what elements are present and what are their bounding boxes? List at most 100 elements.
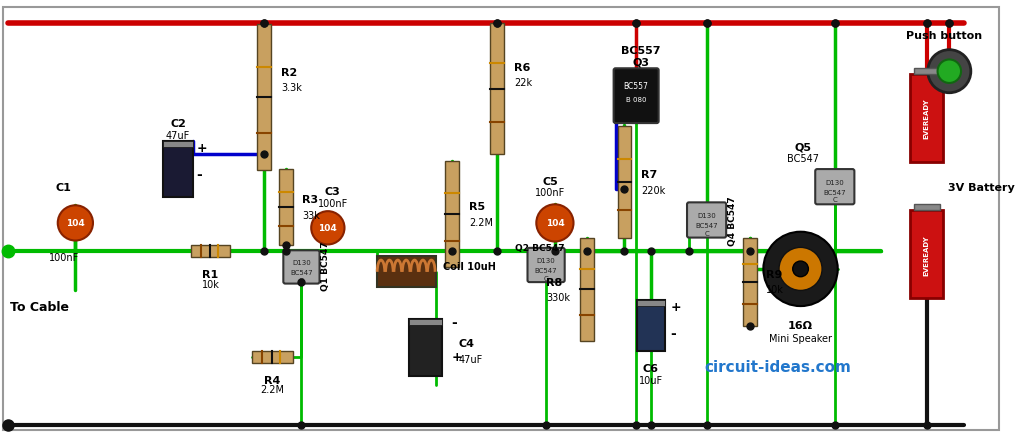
Text: +: +: [452, 351, 462, 364]
Bar: [914, 69, 940, 75]
Bar: [257, 25, 271, 170]
Bar: [581, 239, 594, 341]
FancyBboxPatch shape: [527, 248, 564, 283]
Text: BC547: BC547: [695, 223, 718, 228]
Text: R9: R9: [766, 269, 782, 279]
Bar: [409, 319, 442, 376]
Text: R3: R3: [302, 195, 318, 205]
Text: 2.2M: 2.2M: [260, 385, 284, 395]
Bar: [914, 205, 940, 211]
FancyBboxPatch shape: [687, 203, 726, 238]
Text: 47uF: 47uF: [166, 131, 190, 141]
FancyBboxPatch shape: [613, 69, 658, 124]
Text: 3V Battery: 3V Battery: [948, 182, 1015, 192]
Text: Push button: Push button: [906, 31, 982, 41]
Text: 220k: 220k: [641, 185, 666, 195]
Text: D130: D130: [825, 180, 844, 185]
Bar: [617, 126, 631, 239]
Bar: [742, 238, 757, 326]
Text: 104: 104: [546, 219, 564, 228]
Text: To Cable: To Cable: [10, 300, 69, 314]
Circle shape: [938, 60, 962, 84]
Text: 3.3k: 3.3k: [281, 83, 302, 93]
Text: C1: C1: [55, 182, 72, 192]
Text: EVEREADY: EVEREADY: [924, 234, 930, 275]
Text: 33k: 33k: [302, 211, 321, 221]
Text: EVEREADY: EVEREADY: [924, 99, 930, 139]
Text: 10uF: 10uF: [639, 375, 663, 385]
Text: Q1 BC547: Q1 BC547: [321, 240, 330, 290]
Bar: [252, 351, 293, 363]
Text: BC557: BC557: [622, 46, 660, 56]
Text: B 080: B 080: [626, 96, 646, 102]
Circle shape: [793, 261, 808, 277]
Text: 104: 104: [318, 224, 337, 233]
Bar: [490, 24, 504, 155]
Text: R4: R4: [264, 375, 281, 385]
Text: C: C: [705, 230, 709, 236]
Bar: [164, 141, 193, 198]
Text: BC547: BC547: [787, 154, 819, 164]
Bar: [637, 300, 665, 307]
Circle shape: [928, 50, 971, 94]
Text: R1: R1: [203, 269, 218, 279]
Text: C: C: [544, 275, 549, 281]
Text: D130: D130: [292, 259, 311, 265]
Text: 330k: 330k: [546, 293, 570, 303]
Circle shape: [57, 206, 93, 241]
Text: 104: 104: [66, 219, 85, 228]
Text: C2: C2: [170, 119, 186, 129]
Text: -: -: [197, 168, 203, 182]
Text: C4: C4: [459, 339, 475, 349]
Text: Q5: Q5: [795, 142, 812, 152]
Text: BC547: BC547: [535, 267, 557, 273]
Text: -: -: [671, 327, 676, 341]
FancyBboxPatch shape: [815, 170, 854, 205]
Text: 47uF: 47uF: [459, 354, 483, 364]
Text: R5: R5: [469, 202, 485, 212]
Bar: [445, 162, 459, 267]
Text: Q2 BC547: Q2 BC547: [515, 244, 564, 253]
Text: 10k: 10k: [766, 285, 784, 295]
Text: Mini Speaker: Mini Speaker: [769, 333, 833, 343]
Text: C3: C3: [325, 187, 341, 197]
Bar: [190, 246, 230, 258]
Text: R2: R2: [281, 68, 297, 78]
Text: C6: C6: [643, 363, 658, 373]
Text: +: +: [671, 300, 681, 313]
Text: D130: D130: [697, 212, 716, 219]
Text: 100nF: 100nF: [48, 253, 79, 263]
Circle shape: [311, 212, 344, 245]
Text: 22k: 22k: [514, 78, 531, 88]
Text: BC547: BC547: [823, 189, 846, 195]
Bar: [409, 319, 442, 325]
Bar: [377, 257, 435, 288]
Text: C5: C5: [542, 177, 558, 186]
Text: 100nF: 100nF: [535, 188, 565, 198]
Text: D130: D130: [537, 258, 555, 264]
Bar: [910, 75, 943, 163]
Bar: [279, 170, 293, 246]
Text: -: -: [452, 315, 457, 329]
Circle shape: [537, 205, 573, 242]
Text: Coil 10uH: Coil 10uH: [443, 261, 497, 272]
Circle shape: [763, 232, 838, 307]
Bar: [910, 211, 943, 299]
Text: 2.2M: 2.2M: [469, 217, 493, 227]
Text: circuit-ideas.com: circuit-ideas.com: [705, 360, 852, 374]
Text: C: C: [299, 277, 304, 283]
Text: C: C: [833, 197, 838, 203]
Bar: [164, 141, 193, 147]
Text: Q4 BC547: Q4 BC547: [728, 196, 737, 245]
Text: R8: R8: [546, 277, 562, 287]
Text: Q3: Q3: [633, 57, 649, 67]
Text: 100nF: 100nF: [317, 199, 348, 209]
Text: 10k: 10k: [202, 279, 219, 289]
Bar: [637, 300, 665, 351]
Text: R7: R7: [641, 170, 657, 180]
Text: 16Ω: 16Ω: [788, 320, 813, 330]
Text: R6: R6: [514, 63, 530, 73]
Text: +: +: [197, 142, 207, 155]
Text: BC547: BC547: [290, 269, 312, 275]
Text: BC557: BC557: [624, 82, 648, 91]
